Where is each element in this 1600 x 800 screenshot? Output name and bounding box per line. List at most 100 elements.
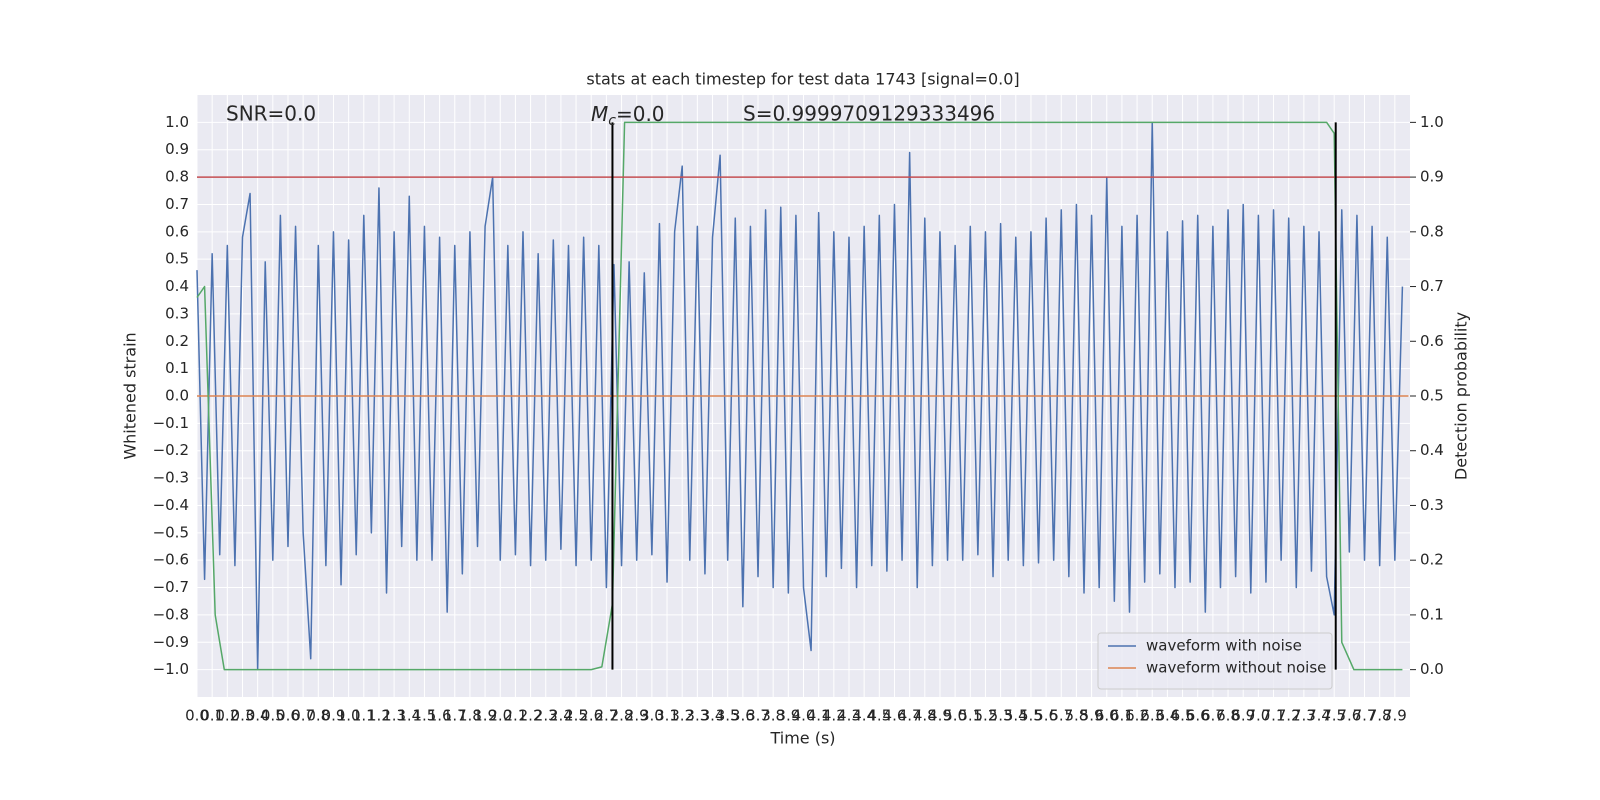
x-tick-label: 0.9 [322, 707, 346, 725]
x-tick-label: 0.8 [306, 707, 330, 725]
x-axis-label: Time (s) [769, 729, 835, 748]
y-tick-label: 0.5 [165, 250, 189, 268]
x-tick-label: 5.6 [1034, 707, 1058, 725]
y2-tick-label: 0.1 [1420, 605, 1444, 623]
x-tick-label: 4.0 [792, 707, 816, 725]
x-tick-label: 3.3 [685, 707, 709, 725]
annotation-snr: SNR=0.0 [226, 102, 316, 126]
legend-label: waveform with noise [1146, 637, 1302, 655]
y-tick-label: −0.1 [153, 414, 189, 432]
x-tick-label: 2.7 [594, 707, 618, 725]
x-tick-label: 5.4 [1004, 707, 1028, 725]
x-tick-label: 3.0 [640, 707, 664, 725]
x-tick-label: 6.8 [1216, 707, 1240, 725]
y2-tick-label: 0.9 [1420, 168, 1444, 186]
y-tick-label: −0.5 [153, 523, 189, 541]
x-tick-label: 1.2 [367, 707, 391, 725]
x-tick-label: 1.8 [458, 707, 482, 725]
x-tick-label: 1.4 [397, 707, 421, 725]
x-tick-label: 4.2 [822, 707, 846, 725]
x-tick-label: 7.2 [1277, 707, 1301, 725]
y-tick-label: 0.3 [165, 304, 189, 322]
y2-tick-label: 0.5 [1420, 387, 1444, 405]
x-tick-label: 5.9 [1080, 707, 1104, 725]
x-tick-label: 4.6 [883, 707, 907, 725]
x-tick-label: 2.4 [549, 707, 573, 725]
x-tick-label: 2.5 [564, 707, 588, 725]
series-line [196, 121, 1404, 671]
x-tick-label: 4.8 [913, 707, 937, 725]
x-tick-label: 7.4 [1307, 707, 1331, 725]
y-tick-label: −0.4 [153, 496, 189, 514]
x-tick-label: 6.1 [1110, 707, 1134, 725]
mass-symbol: M [591, 102, 608, 126]
x-tick-label: 2.9 [625, 707, 649, 725]
x-tick-label: 4.3 [837, 707, 861, 725]
y2-tick-label: 0.4 [1420, 441, 1444, 459]
x-tick-label: 4.9 [928, 707, 952, 725]
legend-box [1097, 632, 1333, 690]
y-tick-label: 0.7 [165, 195, 189, 213]
x-tick-label: 3.9 [776, 707, 800, 725]
x-tick-label: 1.0 [337, 707, 361, 725]
x-tick-label: 3.8 [761, 707, 785, 725]
x-tick-label: 1.6 [428, 707, 452, 725]
x-tick-label: 3.2 [670, 707, 694, 725]
y2-tick-label: 1.0 [1420, 113, 1444, 131]
x-tick-label: 3.5 [716, 707, 740, 725]
x-tick-label: 4.5 [867, 707, 891, 725]
x-tick-label: 0.2 [215, 707, 239, 725]
y2-tick-label: 0.3 [1420, 496, 1444, 514]
x-tick-label: 6.7 [1201, 707, 1225, 725]
y2-tick-label: 0.7 [1420, 277, 1444, 295]
x-tick-label: 1.5 [413, 707, 437, 725]
x-tick-label: 6.9 [1231, 707, 1255, 725]
x-tick-label: 3.1 [655, 707, 679, 725]
x-tick-label: 6.5 [1171, 707, 1195, 725]
x-tick-label: 6.4 [1155, 707, 1179, 725]
x-tick-label: 0.4 [246, 707, 270, 725]
x-tick-label: 7.6 [1337, 707, 1361, 725]
x-tick-label: 2.6 [579, 707, 603, 725]
y-tick-label: −0.7 [153, 578, 189, 596]
x-tick-label: 6.3 [1140, 707, 1164, 725]
x-tick-label: 7.1 [1262, 707, 1286, 725]
y-tick-label: 0.1 [165, 359, 189, 377]
x-tick-label: 6.0 [1095, 707, 1119, 725]
y2-axis-label: Detection probability [1452, 312, 1471, 480]
x-tick-label: 5.5 [1019, 707, 1043, 725]
x-tick-label: 7.7 [1353, 707, 1377, 725]
x-tick-label: 4.4 [852, 707, 876, 725]
x-tick-label: 7.5 [1322, 707, 1346, 725]
x-tick-label: 2.0 [488, 707, 512, 725]
y-tick-label: −1.0 [153, 660, 189, 678]
x-tick-label: 2.2 [519, 707, 543, 725]
annotation-score: S=0.9999709129333496 [743, 102, 995, 126]
y-tick-label: 0.8 [165, 168, 189, 186]
x-tick-label: 6.2 [1125, 707, 1149, 725]
y-tick-label: 0.6 [165, 222, 189, 240]
annotation-mass: Mc=0.0 [591, 102, 665, 130]
y-tick-label: −0.6 [153, 551, 189, 569]
mass-text: =0.0 [616, 102, 665, 126]
x-tick-label: 5.1 [958, 707, 982, 725]
x-tick-label: 4.1 [807, 707, 831, 725]
y-tick-label: 0.2 [165, 332, 189, 350]
x-tick-label: 0.3 [231, 707, 255, 725]
x-tick-label: 1.9 [473, 707, 497, 725]
legend-label: waveform without noise [1146, 659, 1326, 677]
y-tick-label: −0.2 [153, 441, 189, 459]
x-tick-label: 7.9 [1383, 707, 1407, 725]
chart-title: stats at each timestep for test data 174… [586, 70, 1019, 89]
x-tick-label: 0.7 [291, 707, 315, 725]
y2-tick-label: 0.6 [1420, 332, 1444, 350]
x-tick-label: 3.4 [701, 707, 725, 725]
x-tick-label: 5.0 [943, 707, 967, 725]
x-tick-label: 0.6 [276, 707, 300, 725]
x-tick-label: 1.3 [382, 707, 406, 725]
y-tick-label: 0.4 [165, 277, 189, 295]
y-axis-label: Whitened strain [121, 332, 140, 459]
x-tick-label: 5.8 [1064, 707, 1088, 725]
x-tick-label: 7.8 [1368, 707, 1392, 725]
